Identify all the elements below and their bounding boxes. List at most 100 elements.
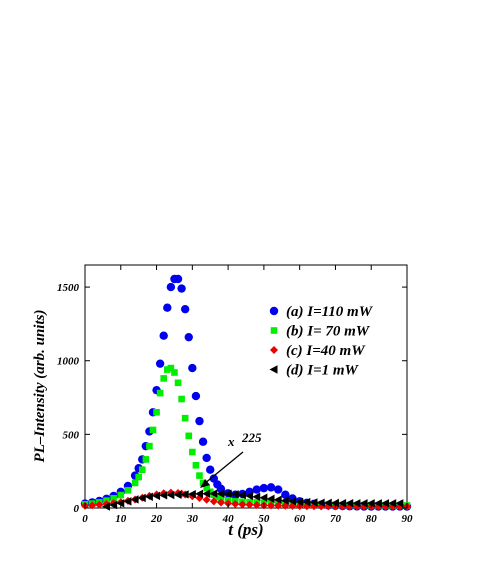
data-point: [267, 501, 276, 510]
legend-label: (b) I= 70 mW: [286, 324, 371, 340]
data-point: [259, 483, 269, 493]
y-tick-label: 1000: [57, 356, 80, 368]
data-point: [280, 496, 289, 505]
data-point: [217, 495, 225, 502]
y-tick-label: 0: [74, 503, 80, 515]
x-tick-label: 70: [330, 513, 342, 525]
data-point: [231, 500, 240, 509]
legend-label: (c) I=40 mW: [286, 343, 366, 359]
y-axis-title: PL–Intensity (arb. units): [32, 310, 48, 463]
data-point: [101, 502, 110, 511]
data-point: [323, 498, 332, 508]
data-point: [395, 499, 404, 508]
data-point: [123, 497, 132, 506]
data-point: [381, 499, 390, 508]
data-point: [195, 416, 204, 426]
data-point: [252, 485, 261, 494]
data-point: [109, 500, 118, 510]
data-point: [266, 494, 275, 504]
annotation: x 225: [200, 430, 262, 488]
data-point: [206, 488, 214, 496]
x-tick-label: 20: [150, 513, 163, 525]
data-point: [245, 491, 254, 501]
data-point: [373, 499, 382, 508]
data-point: [135, 473, 142, 481]
data-point: [252, 501, 261, 510]
data-point: [288, 497, 297, 506]
legend-item: (d) I=1 mW: [269, 363, 360, 379]
legend-marker: [269, 306, 279, 316]
data-point: [230, 490, 239, 499]
data-point: [185, 432, 193, 440]
data-point: [237, 490, 246, 500]
data-point: [177, 284, 186, 293]
legend-item: (c) I=40 mW: [270, 343, 366, 359]
data-point: [274, 501, 283, 510]
data-point: [252, 492, 261, 502]
data-point: [359, 499, 368, 508]
data-point: [146, 442, 153, 450]
legend-label: (a) I=110 mW: [286, 304, 374, 320]
data-point: [138, 466, 146, 474]
data-point: [149, 426, 157, 434]
x-tick-label: 80: [366, 513, 378, 525]
legend-marker: [270, 346, 278, 354]
data-point: [191, 391, 201, 401]
data-point: [159, 491, 168, 500]
data-point: [209, 497, 218, 506]
data-point: [295, 497, 304, 507]
data-point: [345, 498, 354, 508]
data-point: [166, 490, 175, 500]
x-tick-label: 60: [294, 513, 306, 525]
legend-marker: [270, 327, 278, 334]
data-point: [184, 332, 193, 342]
data-point: [206, 465, 215, 474]
annotation-label: 225: [241, 430, 262, 445]
data-point: [259, 493, 268, 502]
data-point: [238, 500, 247, 509]
data-point: [173, 274, 183, 284]
axis-ticks: [84, 265, 408, 509]
y-tick-label: 500: [63, 429, 80, 441]
data-point: [124, 487, 132, 494]
data-point: [163, 303, 172, 312]
data-point: [196, 472, 203, 479]
data-point: [274, 485, 283, 494]
data-point: [166, 282, 176, 292]
x-axis-title: t (ps): [228, 520, 263, 539]
data-point: [209, 489, 218, 498]
data-point: [202, 453, 211, 463]
data-point: [202, 489, 211, 498]
data-point: [188, 363, 197, 373]
data-point: [130, 495, 139, 504]
legend-item: (a) I=110 mW: [269, 304, 374, 320]
annotation-prefix: x: [227, 434, 235, 449]
x-tick-label: 50: [258, 513, 270, 525]
data-point: [223, 489, 232, 499]
data-point: [156, 389, 164, 397]
axis-tick-labels: 0 10 20 30 40 50 60 70 80 90 0 500 1000 1500: [57, 282, 413, 525]
series-4: [101, 489, 404, 511]
x-tick-label: 10: [115, 513, 127, 525]
data-point: [388, 499, 397, 508]
data-point: [181, 414, 189, 422]
data-point: [281, 490, 290, 499]
data-point: [88, 501, 97, 510]
data-point: [189, 448, 196, 456]
legend: (a) I=110 mW (b) I= 70 mW (c) I=40 mW (d) I…: [269, 304, 374, 379]
annotation-arrow-head: [200, 479, 210, 488]
data-point: [171, 369, 178, 376]
legend-label: (d) I=1 mW: [286, 363, 360, 379]
data-point: [153, 408, 160, 416]
data-point: [203, 484, 210, 492]
data-point: [245, 500, 254, 509]
data-point: [163, 366, 171, 373]
data-point: [216, 498, 225, 507]
data-point: [266, 483, 276, 492]
x-tick-label: 30: [186, 513, 199, 525]
data-point: [180, 490, 189, 499]
data-point: [216, 489, 225, 498]
data-point: [159, 331, 168, 340]
